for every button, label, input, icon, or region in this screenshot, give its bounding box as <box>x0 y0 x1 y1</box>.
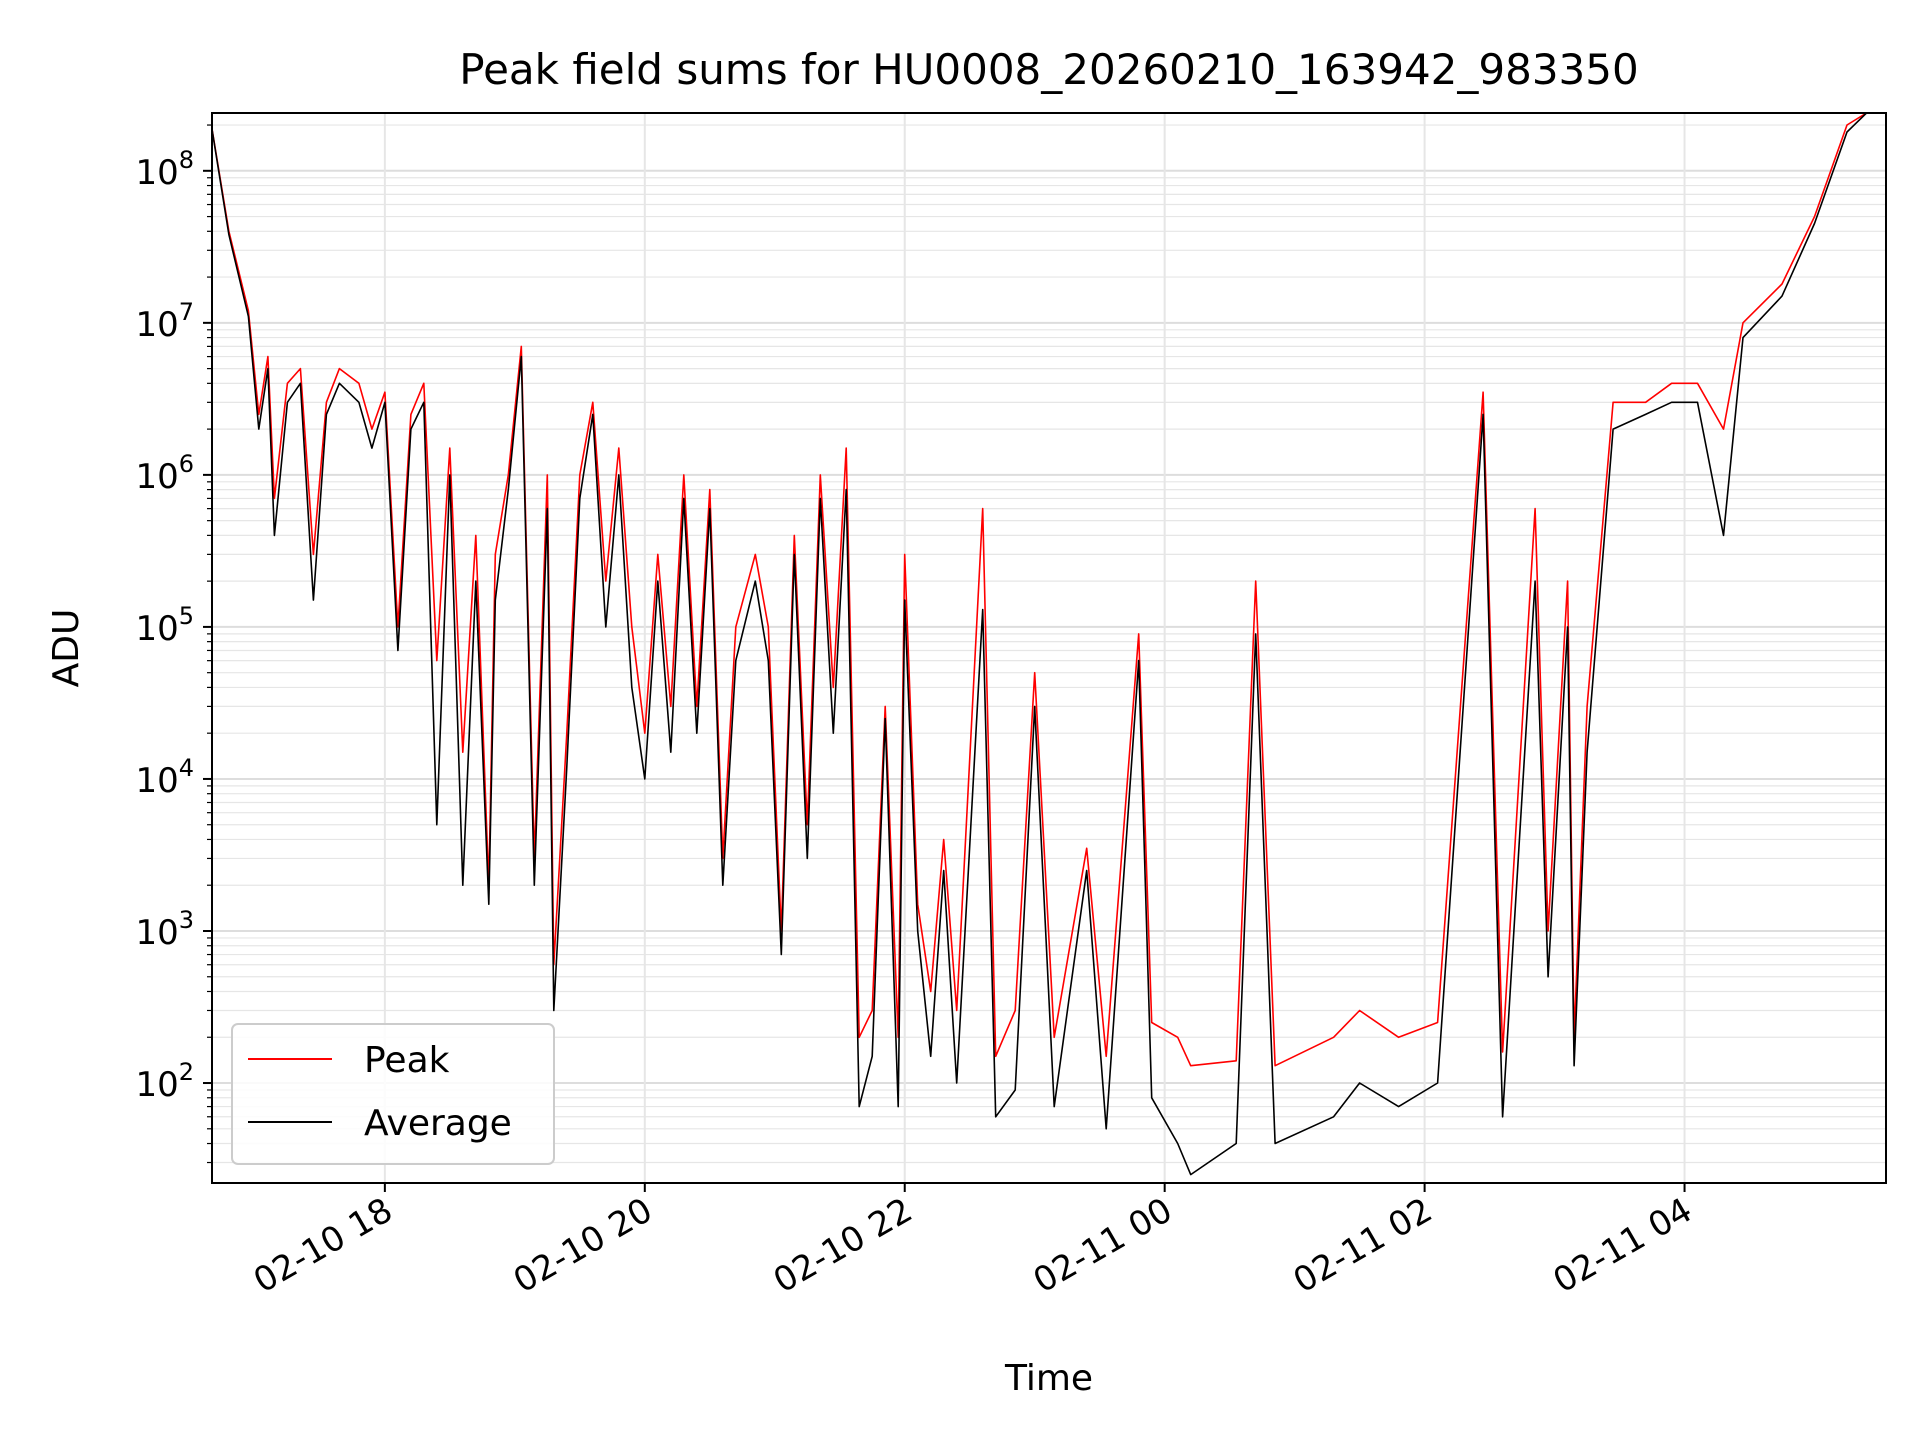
x-axis-label: Time <box>1004 1358 1093 1399</box>
y-tick-label: 106 <box>135 450 194 497</box>
y-axis-label: ADU <box>46 609 87 688</box>
chart-title: Peak field sums for HU0008_20260210_1639… <box>459 45 1638 94</box>
y-tick-label: 108 <box>135 146 194 193</box>
data-series <box>212 113 1868 1176</box>
y-tick-label: 105 <box>135 602 194 649</box>
series-line-average <box>212 113 1868 1176</box>
plot-frame <box>211 112 1887 1184</box>
y-tick-label: 107 <box>135 298 194 345</box>
y-axis-ticks: 102 103 104 105 106 107 108 <box>135 124 212 1164</box>
legend-label-peak: Peak <box>364 1040 450 1081</box>
legend: Peak Average <box>231 1023 555 1165</box>
y-tick-label: 104 <box>135 754 194 801</box>
y-tick-label: 103 <box>135 906 194 953</box>
legend-label-average: Average <box>364 1103 512 1144</box>
y-tick-label: 102 <box>135 1058 194 1105</box>
series-line-peak <box>212 113 1867 1067</box>
